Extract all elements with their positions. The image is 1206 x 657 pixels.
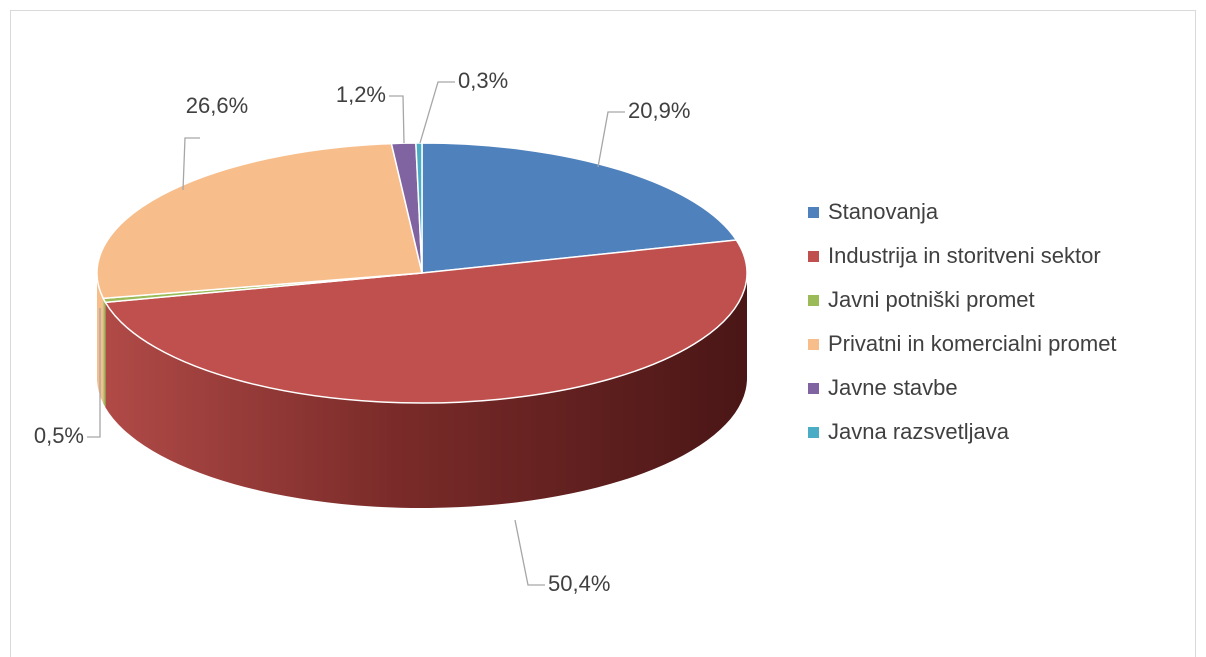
- legend-label: Javne stavbe: [828, 375, 958, 400]
- legend-swatch: [808, 382, 819, 394]
- legend-label: Javni potniški promet: [828, 287, 1035, 312]
- leader-line-4: [389, 95, 405, 144]
- pie-slice-5: [415, 142, 423, 274]
- data-label-0: 20,9%: [628, 98, 690, 123]
- data-label-1: 50,4%: [548, 571, 610, 596]
- legend-label: Stanovanja: [828, 199, 939, 224]
- pie-slice-0: [421, 142, 738, 274]
- legend-item-javna-razsvetljava: Javna razsvetljava: [808, 410, 1117, 454]
- legend-label: Javna razsvetljava: [828, 419, 1009, 444]
- data-label-3: 26,6%: [186, 93, 248, 118]
- data-label-2: 0,5%: [34, 423, 84, 448]
- leader-line-0: [597, 111, 625, 168]
- legend-item-javni-potniski-promet: Javni potniški promet: [808, 278, 1117, 322]
- legend-swatch: [808, 338, 819, 350]
- slice-side-1: [105, 273, 747, 508]
- legend-item-javne-stavbe: Javne stavbe: [808, 366, 1117, 410]
- legend-item-privatni-promet: Privatni in komercialni promet: [808, 322, 1117, 366]
- legend-swatch: [808, 250, 819, 262]
- legend-swatch: [808, 206, 819, 218]
- legend-swatch: [808, 294, 819, 306]
- legend-item-industrija: Industrija in storitveni sektor: [808, 234, 1117, 278]
- data-label-4: 1,2%: [336, 82, 386, 107]
- legend-label: Industrija in storitveni sektor: [828, 243, 1101, 268]
- legend-label: Privatni in komercialni promet: [828, 331, 1117, 356]
- legend-item-stanovanja: Stanovanja: [808, 190, 1117, 234]
- slice-side-2: [103, 298, 106, 408]
- legend-swatch: [808, 426, 819, 438]
- pie-slice-1: [104, 239, 748, 404]
- legend: Stanovanja Industrija in storitveni sekt…: [808, 190, 1117, 454]
- leader-line-1: [514, 519, 545, 586]
- pie-slice-3: [96, 142, 423, 300]
- leader-line-2: [87, 308, 101, 438]
- leader-line-5: [419, 81, 455, 144]
- leader-line-3: [182, 137, 200, 191]
- data-label-5: 0,3%: [458, 68, 508, 93]
